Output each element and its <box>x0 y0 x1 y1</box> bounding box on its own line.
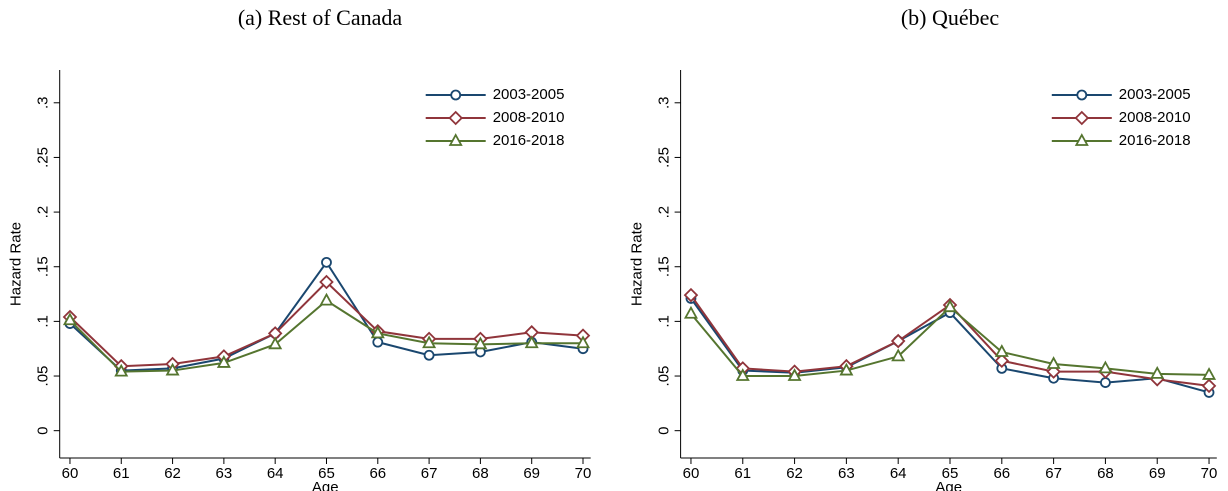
y-tick-label: 0 <box>35 427 52 435</box>
x-tick-label: 62 <box>786 465 803 482</box>
marker <box>575 335 591 349</box>
x-tick-label: 68 <box>1097 465 1114 482</box>
marker <box>114 363 129 377</box>
y-tick-label: .1 <box>35 315 52 328</box>
marker <box>891 348 906 362</box>
legend-marker <box>1076 89 1088 101</box>
marker <box>683 305 698 319</box>
marker <box>62 312 77 326</box>
marker <box>372 336 384 348</box>
y-tick-label: .05 <box>35 366 52 387</box>
x-tick-label: 70 <box>575 465 592 482</box>
x-tick-label: 64 <box>890 465 907 482</box>
legend-marker <box>450 89 462 101</box>
x-tick-label: 67 <box>421 465 438 482</box>
marker <box>735 368 750 381</box>
x-axis-title: Age <box>935 479 962 491</box>
x-tick-label: 66 <box>369 465 386 482</box>
legend-label: 2003-2005 <box>493 86 565 103</box>
y-tick-label: .2 <box>656 206 673 219</box>
marker <box>319 274 334 290</box>
marker <box>683 287 699 303</box>
legend-label: 2016-2018 <box>1119 132 1191 149</box>
x-tick-label: 69 <box>523 465 540 482</box>
x-tick-label: 70 <box>1201 465 1218 482</box>
marker <box>994 353 1010 368</box>
legend-marker <box>1074 110 1090 126</box>
legend-marker <box>448 110 463 126</box>
panel: (b) Québec 0 .05 .1 .15 .2 .25 .3 60 61 62 63 64 65 66… <box>629 5 1218 491</box>
y-tick-label: .15 <box>656 256 673 277</box>
marker <box>370 325 385 339</box>
marker <box>787 368 802 381</box>
marker <box>1150 365 1165 379</box>
legend-label: 2008-2010 <box>1119 109 1191 126</box>
marker <box>1100 377 1111 388</box>
marker <box>839 362 854 376</box>
marker <box>422 335 437 349</box>
x-tick-label: 65 <box>318 465 335 482</box>
x-tick-label: 68 <box>472 465 489 482</box>
marker <box>1202 367 1217 380</box>
marker <box>1201 378 1217 394</box>
marker <box>942 299 958 313</box>
y-tick-label: .25 <box>35 147 52 168</box>
legend-label: 2003-2005 <box>1119 86 1191 103</box>
marker <box>890 333 906 349</box>
x-tick-label: 63 <box>216 465 233 482</box>
y-tick-label: .25 <box>656 147 673 168</box>
x-tick-label: 66 <box>993 465 1010 482</box>
marker <box>1046 356 1061 369</box>
marker <box>1098 360 1113 374</box>
x-tick-label: 63 <box>838 465 855 482</box>
y-tick-label: .1 <box>656 315 673 328</box>
x-tick-label: 65 <box>942 465 959 482</box>
marker <box>473 336 488 350</box>
y-tick-label: 0 <box>656 427 673 435</box>
x-tick-label: 64 <box>267 465 284 482</box>
x-tick-label: 61 <box>113 465 130 482</box>
y-tick-label: .15 <box>35 256 52 277</box>
marker <box>994 344 1009 357</box>
marker <box>216 355 231 368</box>
marker <box>423 349 435 361</box>
x-tick-label: 62 <box>164 465 181 482</box>
y-tick-label: .3 <box>656 97 673 110</box>
legend-marker <box>1074 133 1089 146</box>
x-tick-label: 60 <box>683 465 700 482</box>
panel-title: (a) Rest of Canada <box>238 5 403 30</box>
marker <box>321 256 332 268</box>
panel-title: (b) Québec <box>901 5 1000 30</box>
y-axis-title: Hazard Rate <box>8 222 25 306</box>
y-tick-label: .05 <box>656 366 673 387</box>
x-tick-label: 60 <box>62 465 79 482</box>
legend-label: 2016-2018 <box>493 132 565 149</box>
legend-marker <box>448 133 463 146</box>
legend-label: 2008-2010 <box>493 109 565 126</box>
y-tick-label: .3 <box>35 97 52 110</box>
panel: (a) Rest of Canada 0 .05 .1 .15 .2 .25 .3 60 61 62… <box>8 5 592 491</box>
y-axis-title: Hazard Rate <box>629 222 646 306</box>
marker <box>165 362 180 376</box>
x-axis-title: Age <box>312 479 339 491</box>
marker <box>524 335 539 349</box>
x-tick-label: 67 <box>1045 465 1062 482</box>
x-tick-label: 61 <box>734 465 751 482</box>
marker <box>268 336 283 350</box>
marker <box>319 292 334 306</box>
x-tick-label: 69 <box>1149 465 1166 482</box>
y-tick-label: .2 <box>35 206 52 219</box>
